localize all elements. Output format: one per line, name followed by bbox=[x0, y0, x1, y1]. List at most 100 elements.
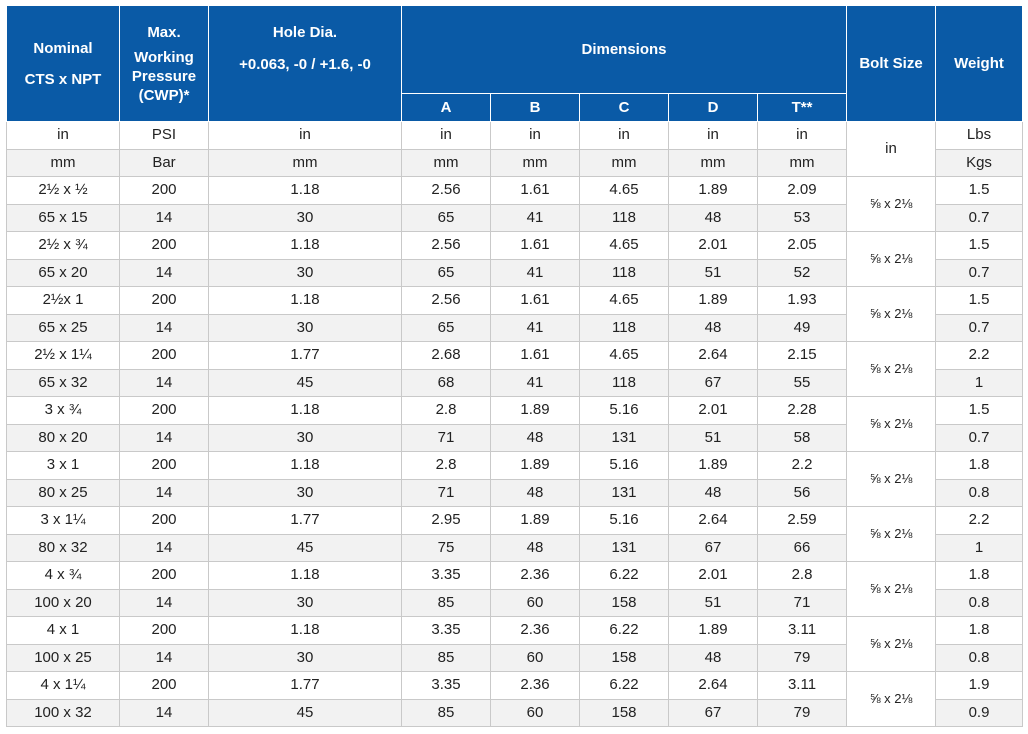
cell-b: 1.89 bbox=[490, 396, 580, 425]
cell-t: 66 bbox=[756, 533, 848, 562]
cell-b: 41 bbox=[490, 203, 580, 232]
cell-c: 118 bbox=[579, 258, 669, 287]
cell-c: 4.65 bbox=[579, 176, 669, 205]
cell-d: 67 bbox=[668, 698, 758, 727]
cell-b: 48 bbox=[490, 423, 580, 452]
cell-pressure: 200 bbox=[119, 176, 209, 205]
table-row: 80 x 32 14 45 75 48 131 67 66 1 bbox=[6, 533, 1024, 562]
cell-c: 131 bbox=[579, 533, 669, 562]
cell-b: 41 bbox=[490, 368, 580, 397]
cell-a: 71 bbox=[401, 423, 491, 452]
cell-weight: 1.8 bbox=[935, 561, 1024, 590]
cell-nominal: 80 x 32 bbox=[6, 533, 120, 562]
unit-cell: in bbox=[490, 121, 580, 150]
cell-c: 118 bbox=[579, 203, 669, 232]
table-row: 65 x 15 14 30 65 41 118 48 53 0.7 bbox=[6, 203, 1024, 232]
cell-b: 1.61 bbox=[490, 176, 580, 205]
cell-pressure: 200 bbox=[119, 616, 209, 645]
cell-t: 2.59 bbox=[756, 506, 848, 535]
cell-b: 41 bbox=[490, 313, 580, 342]
cell-b: 1.61 bbox=[490, 341, 580, 370]
cell-c: 5.16 bbox=[579, 396, 669, 425]
cell-t: 53 bbox=[756, 203, 848, 232]
cell-weight: 0.7 bbox=[935, 313, 1024, 342]
cell-a: 2.8 bbox=[401, 451, 491, 480]
cell-t: 1.93 bbox=[756, 286, 848, 315]
table-row: 4 x ¾ 200 1.18 3.35 2.36 6.22 2.01 2.8 ⅝ x 2⅛ 1.8 bbox=[6, 561, 1024, 617]
cell-hole: 1.18 bbox=[208, 231, 402, 260]
cell-b: 2.36 bbox=[490, 616, 580, 645]
cell-nominal: 4 x 1¼ bbox=[6, 671, 120, 700]
table-row: 4 x 1¼ 200 1.77 3.35 2.36 6.22 2.64 3.11 ⅝ x 2⅛ 1… bbox=[6, 671, 1024, 727]
unit-cell: PSI bbox=[119, 121, 209, 150]
cell-weight: 1.5 bbox=[935, 286, 1024, 315]
table-row: 80 x 20 14 30 71 48 131 51 58 0.7 bbox=[6, 423, 1024, 452]
cell-t: 71 bbox=[756, 588, 848, 617]
header-bolt-size: Bolt Size bbox=[846, 5, 937, 122]
table-row: 80 x 25 14 30 71 48 131 48 56 0.8 bbox=[6, 478, 1024, 507]
header-hole-tolerance: +0.063, -0 / +1.6, -0 bbox=[239, 55, 371, 73]
cell-nominal: 3 x ¾ bbox=[6, 396, 120, 425]
table-row: 2½ x ¾ 200 1.18 2.56 1.61 4.65 2.01 2.05 ⅝ x 2⅛ 1… bbox=[6, 231, 1024, 287]
header-dim-t: T** bbox=[756, 93, 848, 122]
table-row: 65 x 20 14 30 65 41 118 51 52 0.7 bbox=[6, 258, 1024, 287]
table-row: 2½ x 1¼ 200 1.77 2.68 1.61 4.65 2.64 2.15 ⅝ x 2⅛… bbox=[6, 341, 1024, 397]
cell-c: 5.16 bbox=[579, 506, 669, 535]
table-row: 100 x 25 14 30 85 60 158 48 79 0.8 bbox=[6, 643, 1024, 672]
cell-weight: 1.5 bbox=[935, 396, 1024, 425]
cell-c: 5.16 bbox=[579, 451, 669, 480]
cell-t: 49 bbox=[756, 313, 848, 342]
table-row: 65 x 25 14 30 65 41 118 48 49 0.7 bbox=[6, 313, 1024, 342]
cell-pressure: 14 bbox=[119, 258, 209, 287]
cell-hole: 30 bbox=[208, 423, 402, 452]
units-row-imperial: in PSI in in in in in in in Lbs bbox=[6, 121, 1024, 177]
cell-d: 48 bbox=[668, 313, 758, 342]
cell-c: 158 bbox=[579, 588, 669, 617]
cell-pressure: 200 bbox=[119, 671, 209, 700]
header-pressure-line4: (CWP)* bbox=[138, 86, 190, 104]
cell-pressure: 200 bbox=[119, 396, 209, 425]
cell-c: 118 bbox=[579, 313, 669, 342]
cell-d: 1.89 bbox=[668, 286, 758, 315]
cell-d: 51 bbox=[668, 258, 758, 287]
cell-weight: 0.7 bbox=[935, 258, 1024, 287]
cell-t: 56 bbox=[756, 478, 848, 507]
header-pressure-line1: Max. bbox=[147, 23, 181, 41]
cell-b: 2.36 bbox=[490, 671, 580, 700]
cell-b: 1.61 bbox=[490, 286, 580, 315]
cell-t: 2.05 bbox=[756, 231, 848, 260]
cell-hole: 1.18 bbox=[208, 451, 402, 480]
cell-weight: 1.8 bbox=[935, 616, 1024, 645]
cell-a: 3.35 bbox=[401, 671, 491, 700]
header-nominal: Nominal CTS x NPT bbox=[6, 5, 120, 122]
header-weight: Weight bbox=[935, 5, 1024, 122]
header-dim-b: B bbox=[490, 93, 580, 122]
cell-d: 2.01 bbox=[668, 561, 758, 590]
cell-hole: 30 bbox=[208, 588, 402, 617]
cell-d: 67 bbox=[668, 368, 758, 397]
header-dimensions: Dimensions bbox=[400, 5, 848, 94]
unit-cell: in bbox=[6, 121, 120, 150]
cell-c: 118 bbox=[579, 368, 669, 397]
unit-cell: mm bbox=[668, 148, 758, 177]
header-nominal-line1: Nominal bbox=[33, 39, 93, 57]
unit-cell: in bbox=[756, 121, 848, 150]
cell-nominal: 3 x 1 bbox=[6, 451, 120, 480]
cell-a: 71 bbox=[401, 478, 491, 507]
cell-b: 48 bbox=[490, 478, 580, 507]
cell-weight: 1 bbox=[935, 533, 1024, 562]
cell-c: 6.22 bbox=[579, 616, 669, 645]
cell-pressure: 200 bbox=[119, 506, 209, 535]
cell-b: 41 bbox=[490, 258, 580, 287]
cell-b: 1.89 bbox=[490, 451, 580, 480]
cell-a: 2.56 bbox=[401, 176, 491, 205]
units-row-metric: mm Bar mm mm mm mm mm mm Kgs bbox=[6, 148, 1024, 177]
cell-hole: 1.77 bbox=[208, 341, 402, 370]
cell-b: 1.89 bbox=[490, 506, 580, 535]
cell-d: 1.89 bbox=[668, 451, 758, 480]
cell-b: 2.36 bbox=[490, 561, 580, 590]
cell-weight: 0.8 bbox=[935, 478, 1024, 507]
cell-nominal: 80 x 25 bbox=[6, 478, 120, 507]
cell-hole: 1.18 bbox=[208, 616, 402, 645]
cell-bolt-size: ⅝ x 2⅛ bbox=[846, 616, 937, 672]
